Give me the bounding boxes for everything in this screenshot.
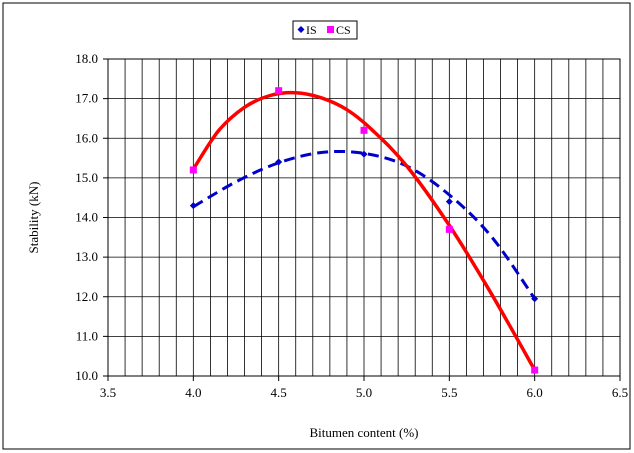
grid-layer: [108, 59, 620, 376]
x-axis-tick-label: 5.5: [441, 385, 457, 400]
y-axis-tick-label: 11.0: [76, 328, 98, 343]
legend-marker-is: [297, 26, 305, 33]
x-axis-tick-label: 6.0: [527, 385, 543, 400]
x-axis-tick-label: 4.5: [271, 385, 287, 400]
y-axis-tick-label: 17.0: [75, 91, 98, 106]
cs-data-point: [275, 87, 283, 95]
legend-label-cs: CS: [336, 23, 351, 37]
cs-data-point: [360, 126, 368, 134]
is-data-point: [445, 198, 453, 206]
x-axis-tick-label: 5.0: [356, 385, 372, 400]
legend: IS CS: [292, 20, 358, 40]
is-data-point: [531, 295, 539, 303]
cs-data-point: [189, 166, 197, 174]
y-axis-tick-label: 10.0: [75, 368, 98, 383]
is-data-point: [275, 158, 283, 166]
is-data-point: [189, 202, 197, 210]
x-axis-title: Bitumen content (%): [309, 425, 418, 440]
y-axis-tick-label: 13.0: [75, 249, 98, 264]
x-axis-tick-label: 3.5: [100, 385, 116, 400]
x-axis-tick-label: 4.0: [185, 385, 201, 400]
y-axis-tick-label: 15.0: [75, 170, 98, 185]
trendline-layer: [191, 90, 537, 371]
cs-data-point: [445, 225, 453, 233]
is-data-point: [360, 150, 368, 158]
x-axis-tick-label: 6.5: [612, 385, 628, 400]
y-axis-tick-label: 12.0: [75, 289, 98, 304]
y-axis-tick-label: 18.0: [75, 51, 98, 66]
data-point-layer: [189, 87, 539, 374]
is-trendline: [192, 149, 536, 300]
x-axis-tick-labels: 3.5 4.0 4.5 5.0 5.5 6.0 6.5: [100, 376, 628, 400]
y-axis-tick-label: 16.0: [75, 130, 98, 145]
cs-trendline: [191, 90, 537, 371]
y-axis-tick-label: 14.0: [75, 210, 98, 225]
y-axis-title: Stability (kN): [26, 182, 41, 254]
legend-label-is: IS: [306, 23, 317, 37]
y-axis-tick-labels: 10.0 11.0 12.0 13.0 14.0 15.0 16.0 17.0 18.0: [75, 51, 108, 383]
legend-box: [292, 20, 358, 40]
cs-data-point: [531, 366, 539, 374]
legend-marker-cs: [327, 26, 334, 33]
